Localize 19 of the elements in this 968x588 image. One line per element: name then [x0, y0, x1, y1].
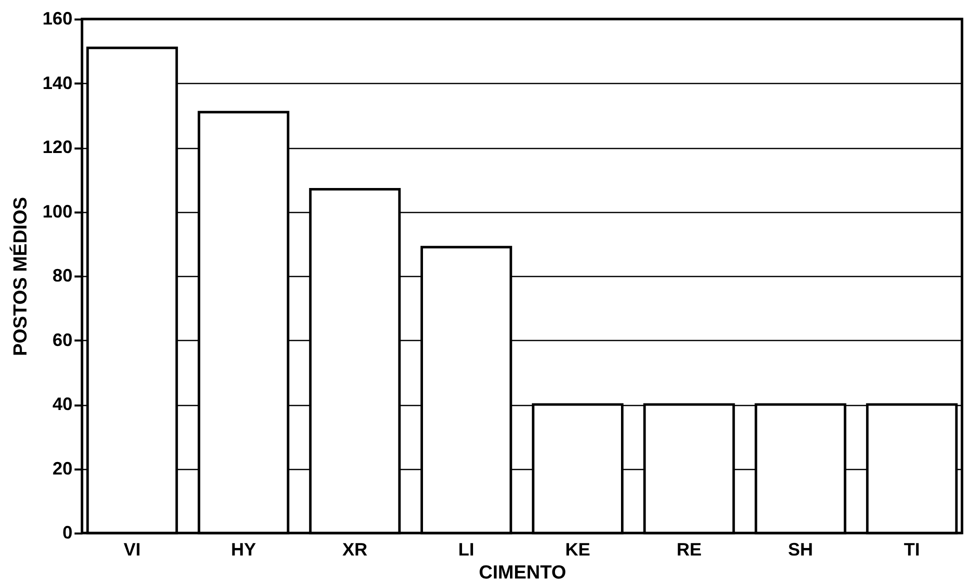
- y-axis-title: POSTOS MÉDIOS: [9, 196, 32, 356]
- y-tick-label: 120: [42, 137, 72, 157]
- x-tick-label: VI: [124, 540, 141, 560]
- x-tick-label: SH: [788, 540, 813, 560]
- y-tick-label: 160: [42, 8, 72, 28]
- y-tick-label: 60: [52, 330, 72, 350]
- y-tick-label: 140: [42, 72, 72, 93]
- x-tick-label: RE: [676, 540, 702, 560]
- y-tick-label: 80: [52, 266, 72, 286]
- y-tick-label: 0: [62, 522, 72, 542]
- y-tick-label: 40: [52, 394, 72, 414]
- y-tick-label: 20: [52, 458, 72, 478]
- x-tick-label: TI: [904, 540, 920, 560]
- x-axis-title: CIMENTO: [478, 562, 566, 584]
- y-tick-label: 100: [42, 201, 72, 222]
- x-tick-label: HY: [231, 540, 256, 560]
- x-tick-label: XR: [342, 540, 368, 560]
- x-tick-label: KE: [565, 540, 590, 560]
- x-tick-label: LI: [458, 540, 474, 560]
